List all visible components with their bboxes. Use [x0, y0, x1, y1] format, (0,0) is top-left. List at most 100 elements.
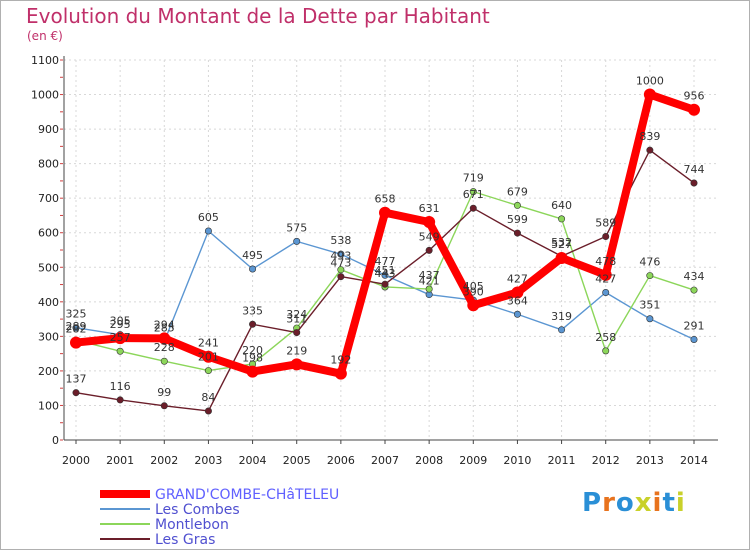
grid [64, 59, 718, 441]
data-point [249, 320, 257, 328]
x-tick-label: 2005 [283, 454, 311, 467]
data-point [204, 227, 212, 235]
data-labels: 325 305 285 605 495 575 538 477 421 405 364 319 427 3… [66, 75, 705, 404]
data-point [688, 103, 700, 116]
data-point [334, 367, 347, 380]
data-point [425, 246, 433, 254]
data-point [646, 146, 654, 154]
data-point [293, 329, 301, 337]
data-point [643, 88, 656, 101]
chart-title: Evolution du Montant de la Dette par Hab… [26, 4, 490, 28]
y-tick-label: 900 [38, 123, 59, 136]
data-label: 295 [110, 318, 131, 331]
data-point [160, 402, 168, 410]
data-point [690, 335, 698, 343]
y-tick-label: 0 [52, 434, 59, 447]
data-point [72, 324, 80, 332]
data-label: 589 [595, 217, 616, 230]
data-label: 473 [330, 257, 351, 270]
y-tick-label: 300 [38, 330, 59, 343]
y-tick-label: 1000 [31, 89, 59, 102]
data-label: 99 [157, 386, 171, 399]
x-tick-label: 2004 [239, 454, 267, 467]
data-label: 325 [66, 308, 87, 321]
data-point [70, 336, 82, 349]
data-label: 305 [110, 315, 131, 328]
data-label: 575 [286, 221, 307, 234]
data-label: 427 [595, 272, 616, 285]
data-label: 289 [66, 320, 87, 333]
x-tick-label: 2013 [636, 454, 664, 467]
data-label: 311 [286, 313, 307, 326]
data-label: 437 [419, 269, 440, 282]
data-label: 640 [551, 199, 572, 212]
data-label: 294 [154, 318, 175, 331]
data-label: 549 [419, 230, 440, 243]
data-label: 116 [110, 380, 131, 393]
data-label: 192 [330, 354, 351, 367]
data-point [513, 201, 521, 209]
data-label: 282 [66, 323, 87, 336]
y-tick-label: 500 [38, 261, 59, 274]
data-point [381, 271, 389, 279]
data-point [425, 285, 433, 293]
data-point [469, 204, 477, 212]
x-tick-label: 2007 [371, 454, 399, 467]
data-point [467, 299, 480, 312]
data-point [558, 215, 566, 223]
data-label: 335 [242, 304, 263, 317]
data-point [204, 367, 212, 375]
data-point [158, 332, 171, 345]
data-label: 658 [375, 193, 396, 206]
data-point [337, 250, 345, 258]
y-tick-label: 1100 [31, 54, 59, 67]
x-tick-label: 2003 [194, 454, 222, 467]
axes: 0 100 200 300 400 500 600 700 800 900 1000 1100 2000… [31, 54, 718, 467]
legend-entry: Les Combes [155, 502, 240, 518]
data-label: 477 [375, 255, 396, 268]
data-label: 84 [201, 391, 215, 404]
y-tick-label: 800 [38, 158, 59, 171]
data-label: 405 [463, 280, 484, 293]
data-label: 351 [639, 299, 660, 312]
data-label: 324 [286, 308, 307, 321]
data-label: 495 [242, 249, 263, 262]
data-label: 137 [66, 373, 87, 386]
data-label: 319 [551, 310, 572, 323]
data-point [646, 315, 654, 323]
x-tick-label: 2012 [592, 454, 620, 467]
logo-letter: x [634, 488, 653, 518]
logo-letter: i [675, 488, 686, 518]
logo-letter: P [582, 488, 603, 518]
data-label: 493 [330, 250, 351, 263]
data-label: 201 [198, 351, 219, 364]
data-point [290, 358, 303, 371]
data-label: 671 [463, 188, 484, 201]
data-point [116, 396, 124, 404]
data-label: 631 [419, 202, 440, 215]
data-point [249, 265, 257, 273]
data-label: 744 [684, 163, 705, 176]
data-point [246, 365, 259, 378]
data-label: 476 [639, 256, 660, 269]
x-tick-label: 2002 [150, 454, 178, 467]
y-tick-label: 700 [38, 192, 59, 205]
data-label: 258 [595, 331, 616, 344]
data-point [558, 326, 566, 334]
data-label: 364 [507, 294, 528, 307]
data-label: 285 [154, 322, 175, 335]
series-group [70, 88, 700, 415]
data-point [602, 288, 610, 296]
data-point [511, 286, 524, 299]
data-point [72, 389, 80, 397]
logo-letter: t [662, 488, 676, 518]
data-label: 478 [595, 255, 616, 268]
y-tick-label: 100 [38, 399, 59, 412]
data-label: 198 [242, 352, 263, 365]
logo-letter: o [615, 488, 635, 518]
x-tick-label: 2010 [503, 454, 531, 467]
data-label: 443 [375, 267, 396, 280]
logo-letter: r [602, 488, 616, 518]
data-point [202, 350, 215, 363]
